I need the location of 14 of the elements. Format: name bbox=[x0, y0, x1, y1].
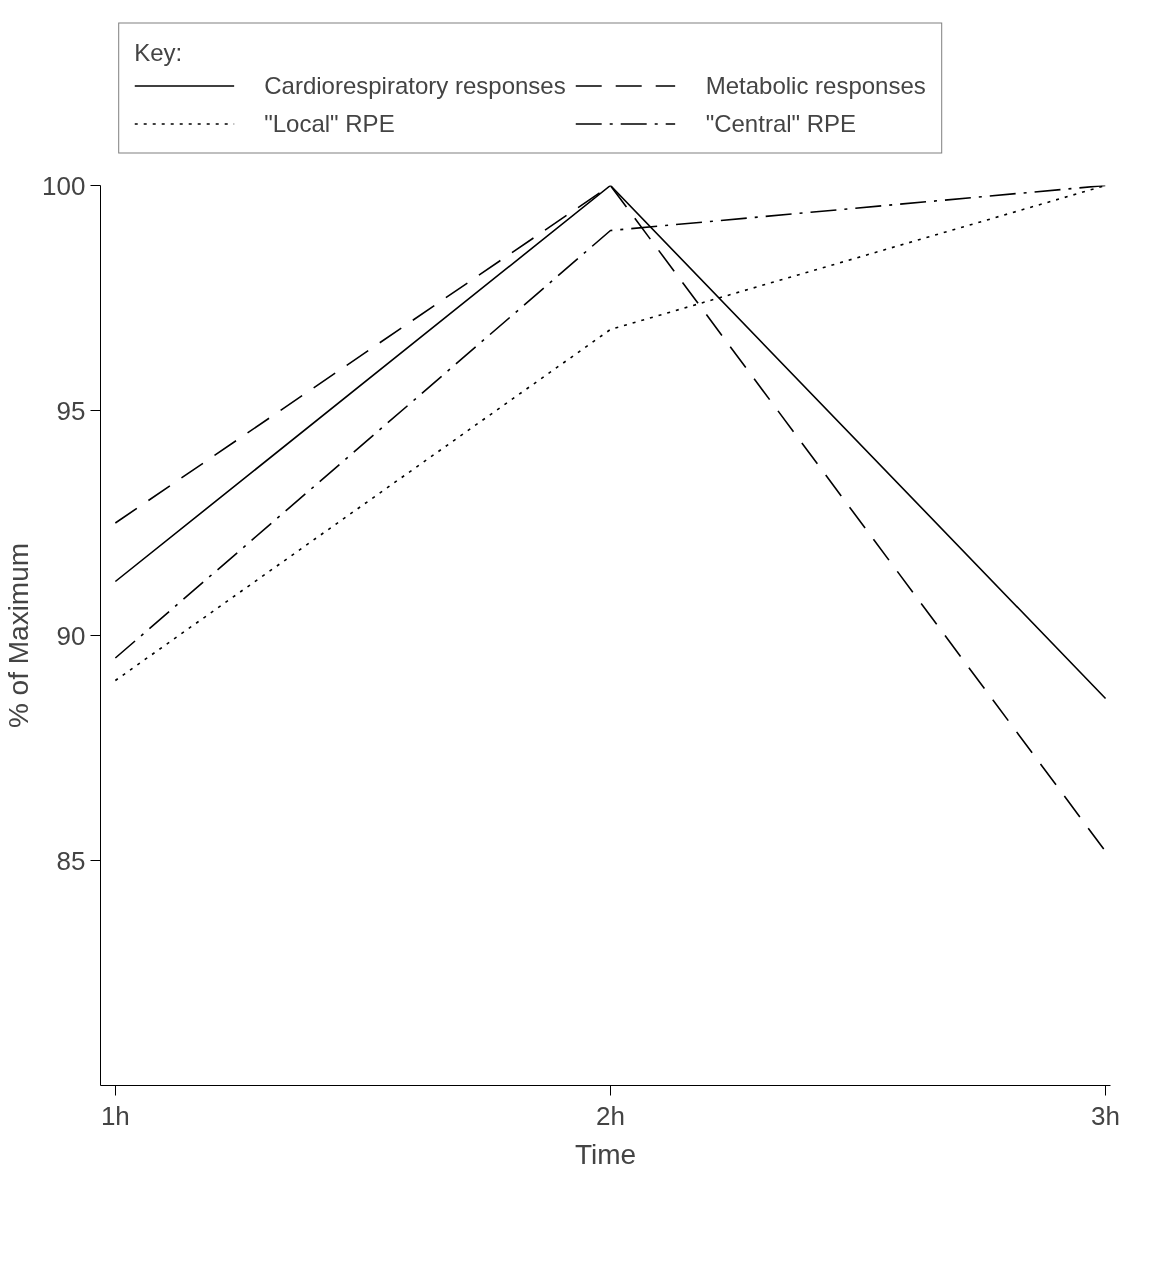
y-tick-label: 90 bbox=[56, 620, 86, 651]
legend-label: "Central" RPE bbox=[705, 109, 857, 137]
x-tick-label: 3h bbox=[1091, 1100, 1121, 1131]
legend-label: "Local" RPE bbox=[264, 109, 395, 137]
legend-label: Cardiorespiratory responses bbox=[264, 71, 566, 99]
x-tick-label: 1h bbox=[100, 1100, 130, 1131]
y-tick-label: 100 bbox=[42, 170, 86, 201]
legend-title: Key: bbox=[134, 38, 184, 66]
y-tick-label: 85 bbox=[56, 845, 86, 876]
legend-label: Metabolic responses bbox=[705, 71, 926, 99]
y-tick-label: 95 bbox=[56, 395, 86, 426]
x-tick-label: 2h bbox=[595, 1100, 625, 1131]
y-axis-title: % of Maximum bbox=[3, 542, 35, 729]
x-axis-title: Time bbox=[574, 1138, 637, 1170]
